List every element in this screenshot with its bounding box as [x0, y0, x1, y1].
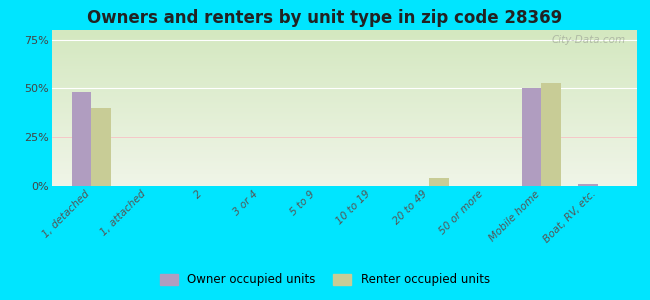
Bar — [541, 82, 561, 186]
Text: City-Data.com: City-Data.com — [551, 35, 625, 45]
Bar — [522, 88, 541, 186]
Bar — [578, 184, 597, 186]
Bar — [429, 178, 448, 186]
Bar — [72, 92, 92, 186]
Legend: Owner occupied units, Renter occupied units: Owner occupied units, Renter occupied un… — [155, 269, 495, 291]
Bar — [92, 108, 111, 186]
Text: Owners and renters by unit type in zip code 28369: Owners and renters by unit type in zip c… — [87, 9, 563, 27]
